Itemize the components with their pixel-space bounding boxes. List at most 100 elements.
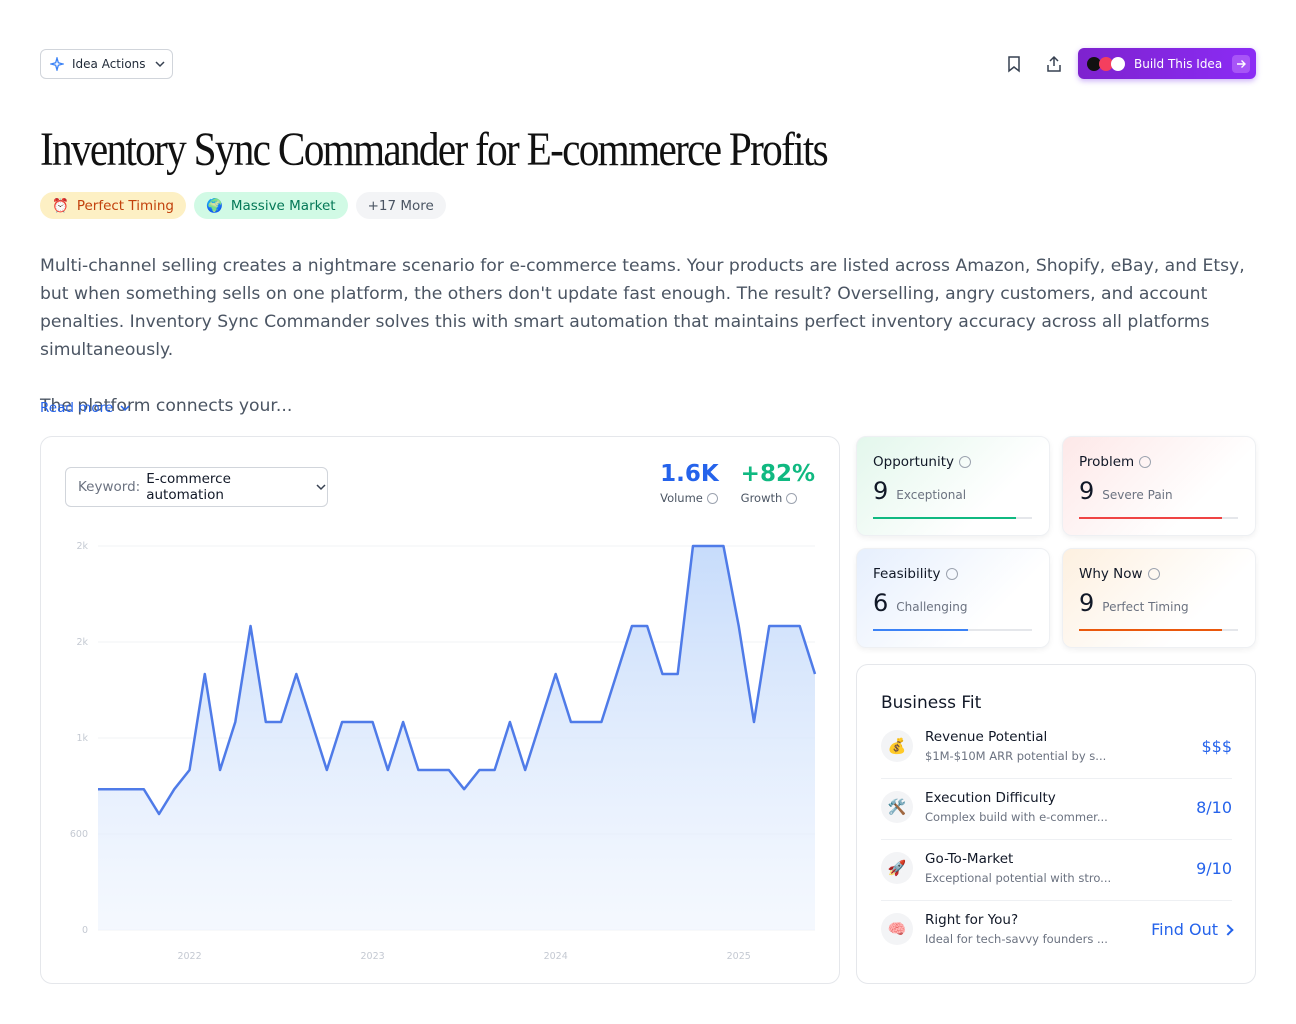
stat-value: +82% <box>740 461 815 487</box>
score-track <box>873 629 1032 631</box>
info-icon <box>786 492 798 504</box>
row-separator <box>881 778 1232 779</box>
tag-label: Perfect Timing <box>76 197 175 214</box>
y-tick-label: 1k <box>76 733 88 744</box>
row-value-text: $$$ <box>1201 737 1232 756</box>
score-row: 9 Exceptional <box>873 477 966 505</box>
row-name: Revenue Potential <box>925 729 1048 745</box>
row-value: $$$ <box>1201 737 1232 756</box>
business-fit-row[interactable]: 🧠 Right for You? Ideal for tech-savvy foun… <box>881 912 1234 964</box>
score-name: Feasibility <box>873 566 941 582</box>
tag[interactable]: +17 More <box>355 192 446 219</box>
info-icon <box>945 568 958 580</box>
x-tick-label: 2022 <box>177 951 201 962</box>
row-detail: Exceptional potential with stro... <box>925 871 1112 885</box>
score-row: 9 Severe Pain <box>1079 477 1173 505</box>
score-value: 9 <box>1079 477 1095 505</box>
read-more-label: Read more <box>40 400 114 416</box>
share-icon[interactable] <box>1045 55 1063 73</box>
keyword-select[interactable]: Keyword: E-commerce automation <box>65 467 328 507</box>
score-label: Severe Pain <box>1102 488 1173 502</box>
x-tick-label: 2025 <box>727 951 751 962</box>
y-tick-label: 600 <box>70 829 88 840</box>
row-value: 9/10 <box>1196 859 1232 878</box>
tag-label: Massive Market <box>230 197 336 214</box>
score-track <box>1079 517 1238 519</box>
y-tick-label: 2k <box>76 541 88 552</box>
score-label: Perfect Timing <box>1102 600 1189 614</box>
row-icon: 💰 <box>881 730 913 762</box>
row-value-text: 9/10 <box>1196 859 1232 878</box>
tag-icon: 🌍 <box>206 197 223 214</box>
description: Multi-channel selling creates a nightmar… <box>40 252 1262 420</box>
row-detail: Ideal for tech-savvy founders ... <box>925 932 1108 946</box>
row-value[interactable]: Find Out <box>1151 920 1234 939</box>
score-bar <box>1079 629 1223 631</box>
stat-label: Volume <box>660 491 703 505</box>
idea-actions-button[interactable]: Idea Actions <box>40 49 173 79</box>
row-icon: 🧠 <box>881 913 913 945</box>
build-label: Build This Idea <box>1134 56 1223 71</box>
info-icon <box>1139 456 1152 468</box>
row-name: Execution Difficulty <box>925 790 1056 806</box>
tag[interactable]: 🌍 Massive Market <box>194 192 348 219</box>
score-name: Problem <box>1079 454 1135 470</box>
score-track <box>1079 629 1238 631</box>
score-name: Why Now <box>1079 566 1143 582</box>
build-button[interactable]: Build This Idea <box>1078 48 1256 79</box>
row-icon: 🚀 <box>881 852 913 884</box>
chevron-icon <box>120 405 130 412</box>
avatar-icons <box>1087 56 1125 71</box>
area <box>98 546 815 930</box>
keyword-value: E-commerce automation <box>146 471 231 503</box>
stats: 1.6K Volume +82% Growth <box>660 461 815 505</box>
idea-actions-label: Idea Actions <box>72 57 146 71</box>
score-value: 9 <box>873 477 889 505</box>
score-card[interactable]: Opportunity 9 Exceptional <box>856 436 1050 536</box>
row-separator <box>881 839 1232 840</box>
tag-label: +17 More <box>367 197 434 214</box>
row-detail: $1M-$10M ARR potential by s... <box>925 749 1107 763</box>
stat: 1.6K Volume <box>660 461 719 505</box>
chevron-icon <box>1222 923 1234 936</box>
score-row: 6 Challenging <box>873 589 967 617</box>
y-tick-label: 0 <box>82 925 88 936</box>
row-value: 8/10 <box>1196 798 1232 817</box>
business-fit-title: Business Fit <box>881 693 982 713</box>
score-name-row: Feasibility <box>873 566 958 582</box>
x-tick-label: 2024 <box>544 951 568 962</box>
score-card[interactable]: Problem 9 Severe Pain <box>1062 436 1256 536</box>
score-name-row: Opportunity <box>873 454 972 470</box>
read-more-link[interactable]: Read more <box>40 400 131 416</box>
stat-label: Growth <box>740 491 783 505</box>
chart: 0 600 1k 2k 2k 2022 2023 2024 2025 <box>70 541 817 962</box>
trend-card: Keyword: E-commerce automation 1.6K Volum… <box>40 436 840 984</box>
tag[interactable]: ⏰ Perfect Timing <box>40 192 187 219</box>
chevron-icon <box>316 484 326 491</box>
business-fit-row: 🛠️ Execution Difficulty Complex build with… <box>881 790 1232 842</box>
title: Inventory Sync Commander for E-commerce … <box>40 123 829 176</box>
score-bar <box>873 517 1017 519</box>
business-fit-card: Business Fit 💰 Revenue Potential $1M-$10M … <box>856 664 1256 984</box>
chevron-icon <box>155 61 165 68</box>
row-detail: Complex build with e-commer... <box>925 810 1108 824</box>
row-value-text: Find Out <box>1151 920 1218 939</box>
info-icon <box>1147 568 1160 580</box>
score-card[interactable]: Why Now 9 Perfect Timing <box>1062 548 1256 648</box>
description-paragraph: Multi-channel selling creates a nightmar… <box>40 256 1245 360</box>
business-fit-row: 🚀 Go-To-Market Exceptional potential with … <box>881 851 1232 903</box>
bookmark-icon[interactable] <box>1005 55 1023 73</box>
sparkle-icon <box>50 57 64 71</box>
line <box>98 544 817 816</box>
score-name: Opportunity <box>873 454 955 470</box>
row-separator <box>881 900 1232 901</box>
score-label: Exceptional <box>896 488 967 502</box>
stat-label-row: Volume <box>660 491 719 505</box>
score-card[interactable]: Feasibility 6 Challenging <box>856 548 1050 648</box>
row-value-text: 8/10 <box>1196 798 1232 817</box>
score-label: Challenging <box>896 600 968 614</box>
tag-list: ⏰ Perfect Timing 🌍 Massive Market +17 More <box>40 192 446 219</box>
business-fit-row: 💰 Revenue Potential $1M-$10M ARR potential… <box>881 729 1232 781</box>
score-name-row: Why Now <box>1079 566 1160 582</box>
score-value: 6 <box>873 589 889 617</box>
